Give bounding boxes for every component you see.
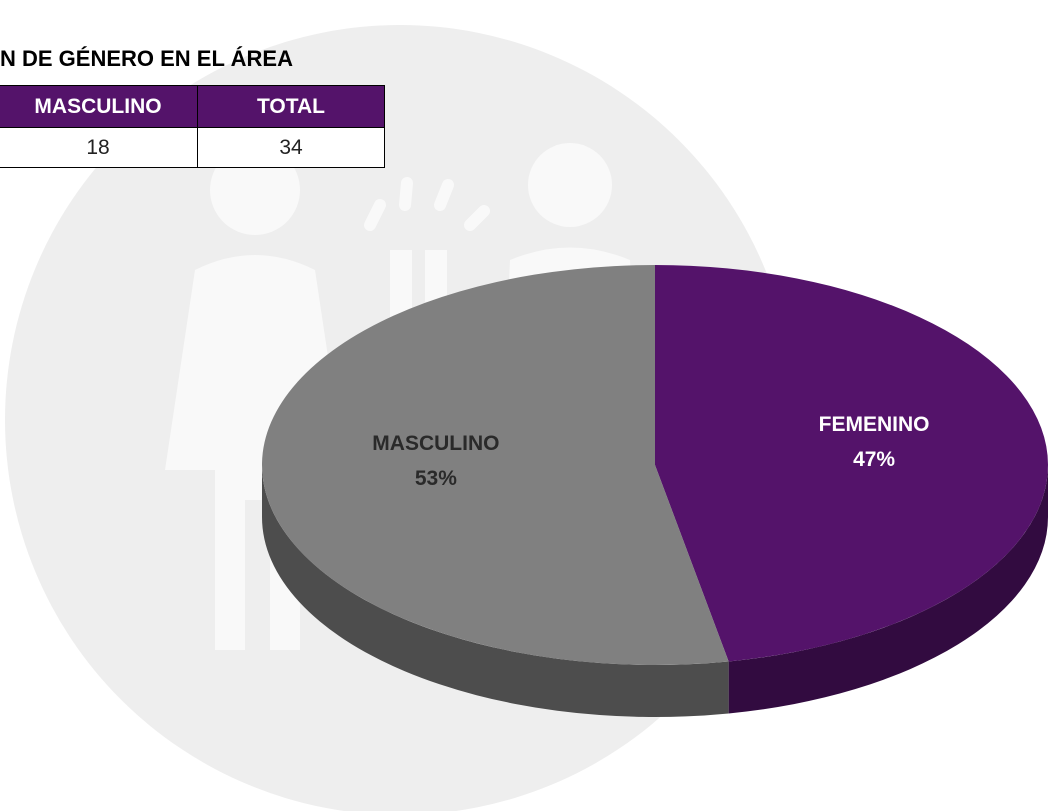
slice-value: 53%	[415, 467, 457, 490]
data-row: 18 34	[0, 127, 385, 168]
slice-label: FEMENINO	[819, 413, 930, 436]
pie-slice-side	[262, 465, 729, 717]
cell: 18	[0, 127, 198, 168]
header-cell: TOTAL	[197, 85, 385, 128]
cell: 34	[197, 127, 385, 168]
pie-slice	[262, 265, 729, 665]
header-cell: MASCULINO	[0, 85, 198, 128]
pie-slice	[655, 265, 1049, 662]
slice-value: 47%	[853, 448, 895, 471]
pie-slice-side	[728, 465, 1048, 714]
header-row: MASCULINO TOTAL	[0, 85, 385, 128]
title: N DE GÉNERO EN EL ÁREA	[0, 46, 293, 71]
slice-label: MASCULINO	[372, 432, 499, 455]
data-table: MASCULINO TOTAL 18 34	[0, 85, 385, 168]
